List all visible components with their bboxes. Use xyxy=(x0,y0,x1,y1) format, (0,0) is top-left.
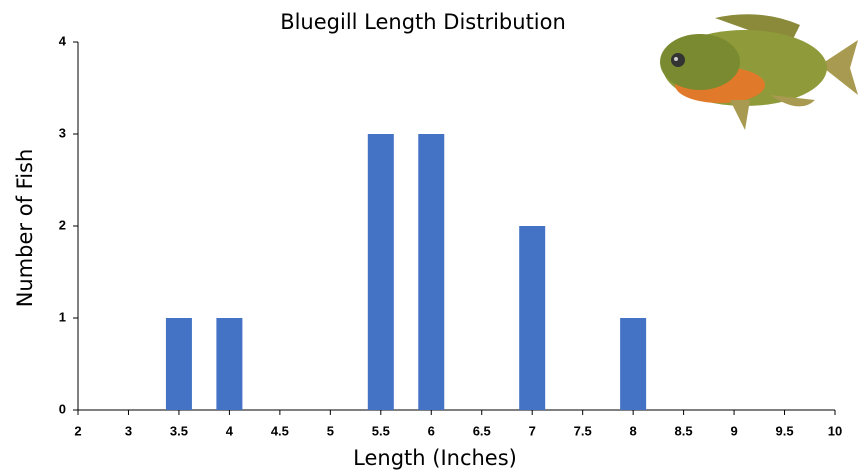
bar xyxy=(367,134,394,410)
y-tick-label: 4 xyxy=(59,33,67,48)
x-tick-label: 9 xyxy=(730,423,737,438)
x-tick-label: 10 xyxy=(828,423,842,438)
y-tick-label: 2 xyxy=(59,217,66,232)
y-tick-label: 1 xyxy=(59,309,66,324)
x-axis-label: Length (Inches) xyxy=(353,446,517,470)
y-axis-label: Number of Fish xyxy=(13,149,37,308)
y-tick-label: 3 xyxy=(59,125,66,140)
bar xyxy=(165,318,192,410)
y-tick-label: 0 xyxy=(59,401,66,416)
x-tick-label: 3 xyxy=(125,423,132,438)
bar xyxy=(519,226,546,410)
x-tick-label: 4.5 xyxy=(271,423,289,438)
x-tick-label: 9.5 xyxy=(775,423,793,438)
x-tick-label: 5 xyxy=(327,423,334,438)
x-tick-label: 8 xyxy=(630,423,637,438)
fish-illustration xyxy=(660,14,858,130)
bar xyxy=(418,134,445,410)
bar xyxy=(620,318,647,410)
x-tick-label: 6.5 xyxy=(473,423,491,438)
x-tick-label: 7 xyxy=(529,423,536,438)
x-tick-label: 5.5 xyxy=(372,423,390,438)
x-tick-label: 6 xyxy=(428,423,435,438)
chart-title: Bluegill Length Distribution xyxy=(280,10,566,34)
x-tick-label: 4 xyxy=(226,423,234,438)
bar xyxy=(216,318,243,410)
x-tick-label: 7.5 xyxy=(574,423,592,438)
x-tick-label: 3.5 xyxy=(170,423,188,438)
x-tick-label: 2 xyxy=(74,423,81,438)
x-tick-label: 8.5 xyxy=(675,423,693,438)
